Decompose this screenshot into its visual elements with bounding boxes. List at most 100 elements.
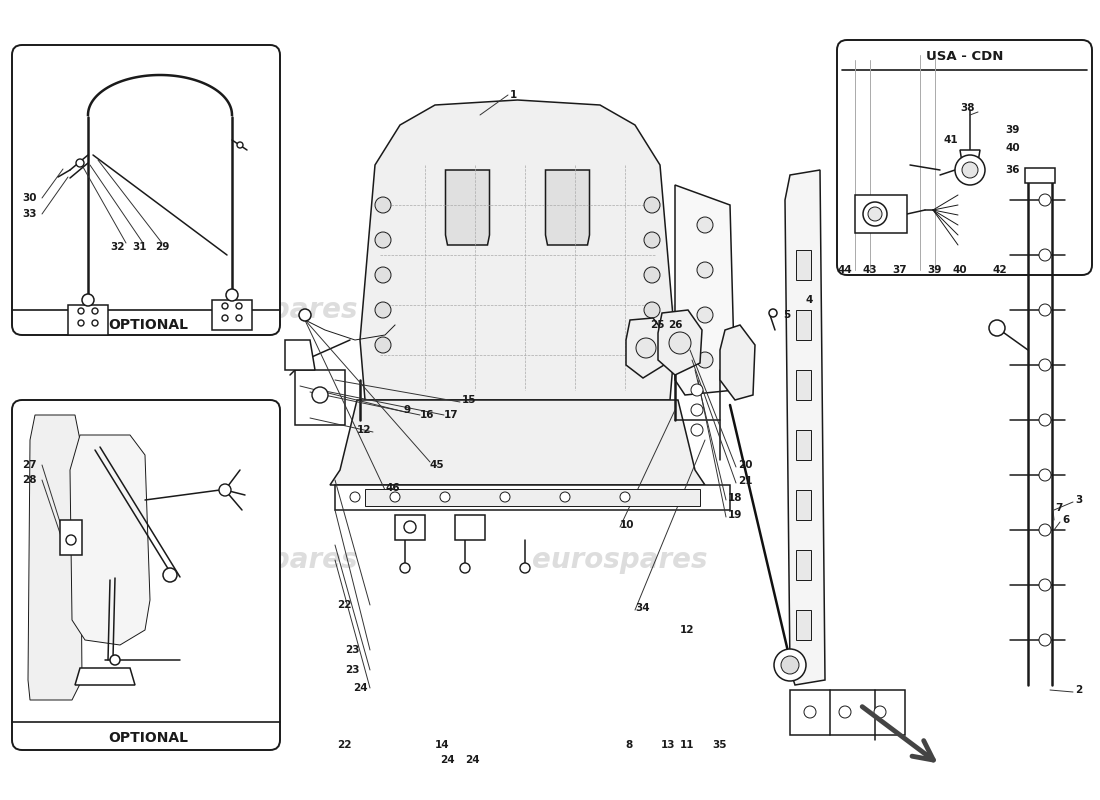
Text: eurospares: eurospares bbox=[513, 296, 688, 324]
Polygon shape bbox=[720, 325, 755, 400]
FancyBboxPatch shape bbox=[12, 400, 280, 750]
Circle shape bbox=[868, 207, 882, 221]
Text: 27: 27 bbox=[22, 460, 36, 470]
Circle shape bbox=[644, 337, 660, 353]
Text: OPTIONAL: OPTIONAL bbox=[108, 318, 188, 332]
Circle shape bbox=[769, 309, 777, 317]
Text: 12: 12 bbox=[680, 625, 694, 635]
Circle shape bbox=[691, 404, 703, 416]
Bar bbox=[796, 610, 811, 640]
Circle shape bbox=[82, 294, 94, 306]
Text: 45: 45 bbox=[430, 460, 444, 470]
Bar bbox=[796, 550, 811, 580]
Text: 7: 7 bbox=[1055, 503, 1063, 513]
Circle shape bbox=[1040, 194, 1050, 206]
Circle shape bbox=[375, 267, 390, 283]
Text: 8: 8 bbox=[625, 740, 632, 750]
Circle shape bbox=[560, 492, 570, 502]
Text: 23: 23 bbox=[345, 665, 360, 675]
Bar bbox=[68, 305, 108, 335]
Text: 6: 6 bbox=[1062, 515, 1069, 525]
Circle shape bbox=[1040, 249, 1050, 261]
Circle shape bbox=[644, 232, 660, 248]
Circle shape bbox=[312, 387, 328, 403]
Text: 32: 32 bbox=[111, 242, 125, 252]
Circle shape bbox=[92, 308, 98, 314]
Circle shape bbox=[874, 706, 886, 718]
Circle shape bbox=[236, 142, 243, 148]
Text: 9: 9 bbox=[403, 405, 410, 415]
Circle shape bbox=[781, 656, 799, 674]
Polygon shape bbox=[658, 310, 702, 375]
Circle shape bbox=[774, 649, 806, 681]
Polygon shape bbox=[446, 170, 490, 245]
Text: 31: 31 bbox=[133, 242, 147, 252]
Text: 25: 25 bbox=[650, 320, 664, 330]
Circle shape bbox=[697, 217, 713, 233]
Text: 36: 36 bbox=[1005, 165, 1020, 175]
Text: eurospares: eurospares bbox=[532, 546, 707, 574]
Bar bbox=[855, 195, 908, 233]
Circle shape bbox=[804, 706, 816, 718]
Polygon shape bbox=[785, 170, 825, 685]
Circle shape bbox=[1040, 524, 1050, 536]
Circle shape bbox=[66, 535, 76, 545]
Polygon shape bbox=[75, 668, 135, 685]
Text: 42: 42 bbox=[992, 265, 1008, 275]
Text: 5: 5 bbox=[783, 310, 790, 320]
Circle shape bbox=[404, 521, 416, 533]
Circle shape bbox=[390, 492, 400, 502]
Circle shape bbox=[1040, 414, 1050, 426]
Bar bbox=[796, 490, 811, 520]
Text: 24: 24 bbox=[353, 683, 369, 693]
Text: 35: 35 bbox=[712, 740, 726, 750]
Bar bbox=[365, 489, 700, 506]
Text: 21: 21 bbox=[738, 476, 752, 486]
Circle shape bbox=[669, 332, 691, 354]
Circle shape bbox=[400, 563, 410, 573]
Circle shape bbox=[163, 568, 177, 582]
Circle shape bbox=[92, 320, 98, 326]
Text: 24: 24 bbox=[440, 755, 455, 765]
Bar bbox=[455, 515, 485, 540]
Text: 15: 15 bbox=[462, 395, 476, 405]
Text: 16: 16 bbox=[420, 410, 434, 420]
Text: 38: 38 bbox=[960, 103, 975, 113]
Circle shape bbox=[1040, 579, 1050, 591]
Circle shape bbox=[962, 162, 978, 178]
Circle shape bbox=[375, 302, 390, 318]
Polygon shape bbox=[546, 170, 590, 245]
Circle shape bbox=[644, 302, 660, 318]
Circle shape bbox=[1040, 304, 1050, 316]
Text: 26: 26 bbox=[668, 320, 682, 330]
Circle shape bbox=[299, 309, 311, 321]
Circle shape bbox=[839, 706, 851, 718]
Text: 43: 43 bbox=[862, 265, 878, 275]
Bar bbox=[336, 485, 730, 510]
Circle shape bbox=[76, 159, 84, 167]
FancyBboxPatch shape bbox=[837, 40, 1092, 275]
Circle shape bbox=[644, 197, 660, 213]
Text: 11: 11 bbox=[680, 740, 694, 750]
Text: 20: 20 bbox=[738, 460, 752, 470]
Polygon shape bbox=[330, 400, 705, 485]
Circle shape bbox=[440, 492, 450, 502]
Circle shape bbox=[236, 303, 242, 309]
Text: 40: 40 bbox=[1005, 143, 1020, 153]
Bar bbox=[395, 515, 425, 540]
Text: 12: 12 bbox=[356, 425, 371, 435]
Polygon shape bbox=[960, 150, 980, 162]
Bar bbox=[796, 310, 811, 340]
Bar bbox=[295, 370, 345, 425]
Circle shape bbox=[222, 303, 228, 309]
Circle shape bbox=[375, 197, 390, 213]
Circle shape bbox=[375, 337, 390, 353]
Text: 40: 40 bbox=[953, 265, 967, 275]
Text: 1: 1 bbox=[510, 90, 517, 100]
Text: 29: 29 bbox=[155, 242, 169, 252]
Text: 44: 44 bbox=[837, 265, 852, 275]
Text: 2: 2 bbox=[1075, 685, 1082, 695]
Circle shape bbox=[350, 492, 360, 502]
Bar bbox=[60, 520, 82, 555]
Text: 19: 19 bbox=[728, 510, 743, 520]
